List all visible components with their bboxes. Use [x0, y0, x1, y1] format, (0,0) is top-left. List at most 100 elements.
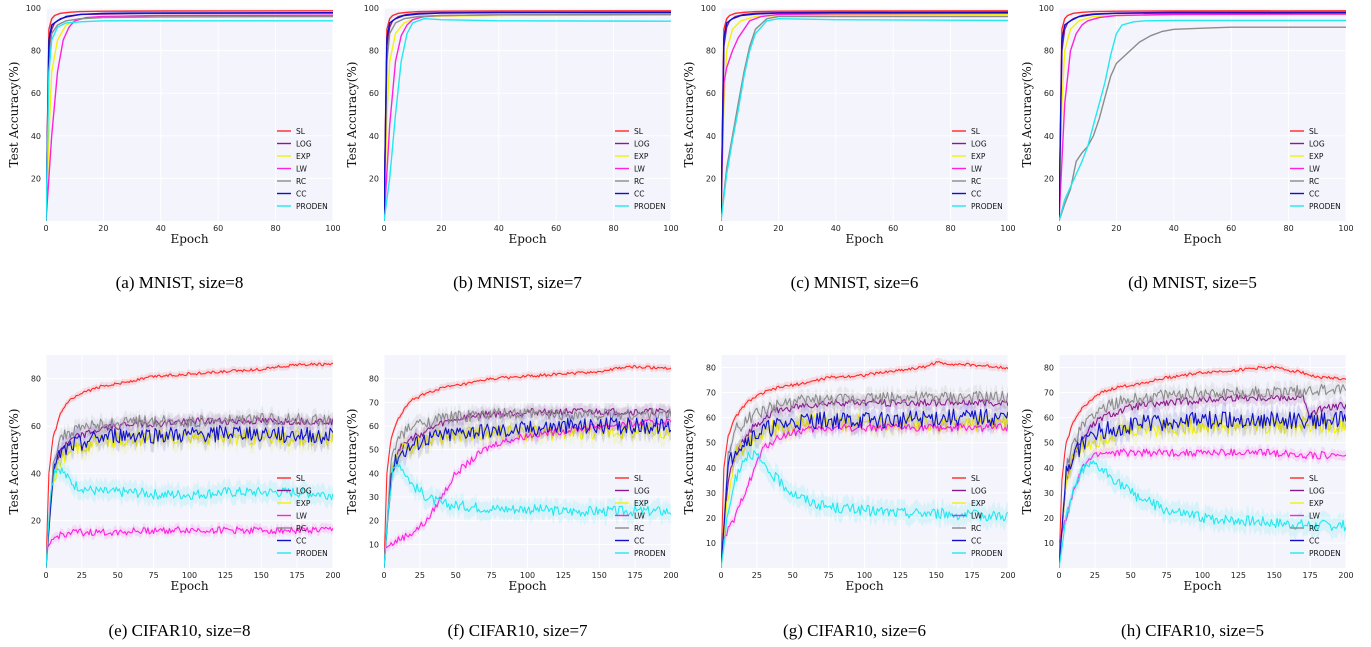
x-tick-label: 75 — [149, 571, 159, 580]
chart-panel-6: 0 25 50 75 100 125 150 175 200 10 20 30 40 50 60 70 80 Ep… — [682, 355, 1016, 593]
x-tick-label: 50 — [1126, 571, 1136, 580]
y-tick-label: 40 — [706, 464, 716, 473]
series-group — [721, 357, 1008, 568]
y-tick-label: 60 — [706, 414, 716, 423]
x-tick-label: 40 — [156, 224, 166, 233]
x-tick-label: 0 — [381, 224, 386, 233]
legend-label-proden: PRODEN — [1309, 549, 1341, 558]
y-tick-label: 20 — [31, 517, 41, 526]
y-tick-label: 20 — [1044, 514, 1054, 523]
series-band-lw — [1059, 444, 1346, 548]
series-line-cc — [721, 11, 1008, 221]
legend-label-log: LOG — [296, 140, 312, 149]
y-tick-label: 60 — [369, 89, 379, 98]
x-tick-label: 20 — [98, 224, 108, 233]
series-line-proden — [46, 20, 333, 221]
series-line-sl — [384, 365, 671, 568]
series-line-cc — [46, 424, 333, 568]
legend-label-cc: CC — [296, 537, 306, 546]
x-tick-label: 0 — [1056, 571, 1061, 580]
y-tick-label: 50 — [706, 439, 716, 448]
series-band-cc — [384, 408, 671, 568]
x-tick-label: 0 — [43, 224, 48, 233]
legend-label-rc: RC — [1309, 177, 1319, 186]
series-band-lw — [46, 522, 333, 554]
legend-label-log: LOG — [1309, 487, 1325, 496]
legend-label-exp: EXP — [296, 152, 311, 161]
series-line-proden — [384, 464, 671, 568]
x-tick-label: 175 — [627, 571, 642, 580]
series-line-cc — [384, 417, 671, 568]
x-tick-label: 60 — [1226, 224, 1236, 233]
legend-label-exp: EXP — [634, 499, 649, 508]
x-tick-label: 25 — [752, 571, 762, 580]
x-tick-label: 50 — [788, 571, 798, 580]
x-tick-label: 40 — [831, 224, 841, 233]
chart-panel-2: 0 20 40 60 80 100 20 40 60 80 100 Epoch Test Accurac… — [682, 4, 1016, 246]
series-group — [46, 359, 333, 568]
x-tick-label: 150 — [592, 571, 607, 580]
series-group — [721, 10, 1008, 221]
plot-area — [46, 8, 333, 221]
series-line-proden — [46, 467, 333, 568]
series-group — [1059, 10, 1346, 221]
x-tick-label: 100 — [520, 571, 535, 580]
series-band-lw — [384, 414, 671, 554]
legend-label-cc: CC — [634, 537, 644, 546]
legend-label-lw: LW — [1309, 165, 1320, 174]
subfigure-caption: (c) MNIST, size=6 — [791, 273, 919, 292]
legend-label-rc: RC — [971, 177, 981, 186]
y-tick-label: 80 — [1044, 364, 1054, 373]
x-tick-label: 200 — [663, 571, 678, 580]
series-line-sl — [46, 10, 333, 221]
y-tick-label: 60 — [706, 89, 716, 98]
series-line-exp — [1059, 415, 1346, 568]
y-tick-label: 20 — [369, 517, 379, 526]
series-band-proden — [46, 458, 333, 568]
y-tick-label: 60 — [1044, 89, 1054, 98]
y-tick-label: 20 — [369, 174, 379, 183]
series-line-proden — [1059, 460, 1346, 568]
y-tick-label: 100 — [701, 4, 716, 13]
legend-label-sl: SL — [1309, 127, 1319, 136]
series-line-rc — [46, 15, 333, 221]
x-tick-label: 25 — [1090, 571, 1100, 580]
legend-label-exp: EXP — [634, 152, 649, 161]
legend-label-exp: EXP — [1309, 152, 1324, 161]
x-tick-label: 100 — [1195, 571, 1210, 580]
y-tick-label: 40 — [1044, 132, 1054, 141]
y-tick-label: 20 — [706, 514, 716, 523]
legend-label-sl: SL — [634, 474, 644, 483]
series-line-sl — [384, 10, 671, 221]
legend-label-rc: RC — [634, 524, 644, 533]
legend-label-rc: RC — [971, 524, 981, 533]
legend-label-rc: RC — [296, 177, 306, 186]
chart-panel-0: 0 20 40 60 80 100 20 40 60 80 100 Epoch Test Accurac… — [7, 4, 341, 246]
x-tick-label: 80 — [946, 224, 956, 233]
legend-label-sl: SL — [971, 474, 981, 483]
y-tick-label: 40 — [1044, 464, 1054, 473]
series-line-rc — [384, 407, 671, 568]
y-tick-label: 30 — [1044, 489, 1054, 498]
series-line-rc — [1059, 26, 1346, 221]
x-tick-label: 75 — [824, 571, 834, 580]
legend-label-proden: PRODEN — [296, 202, 328, 211]
legend-label-log: LOG — [971, 140, 987, 149]
subfigure-caption: (a) MNIST, size=8 — [116, 273, 244, 292]
y-tick-label: 80 — [369, 375, 379, 384]
plot-area — [1059, 8, 1346, 221]
y-tick-label: 20 — [1044, 174, 1054, 183]
legend-label-log: LOG — [634, 140, 650, 149]
x-tick-label: 200 — [325, 571, 340, 580]
legend-label-cc: CC — [971, 537, 981, 546]
series-band-proden — [384, 455, 671, 568]
legend-label-cc: CC — [634, 190, 644, 199]
series-line-rc — [1059, 383, 1346, 568]
x-tick-label: 20 — [1111, 224, 1121, 233]
y-tick-label: 80 — [706, 47, 716, 56]
subfigure-caption: (f) CIFAR10, size=7 — [447, 621, 588, 640]
legend: SL LOG EXP LW RC CC PRODEN — [277, 127, 328, 211]
legend-label-exp: EXP — [296, 499, 311, 508]
x-axis-label: Epoch — [845, 232, 883, 246]
y-tick-label: 60 — [31, 89, 41, 98]
